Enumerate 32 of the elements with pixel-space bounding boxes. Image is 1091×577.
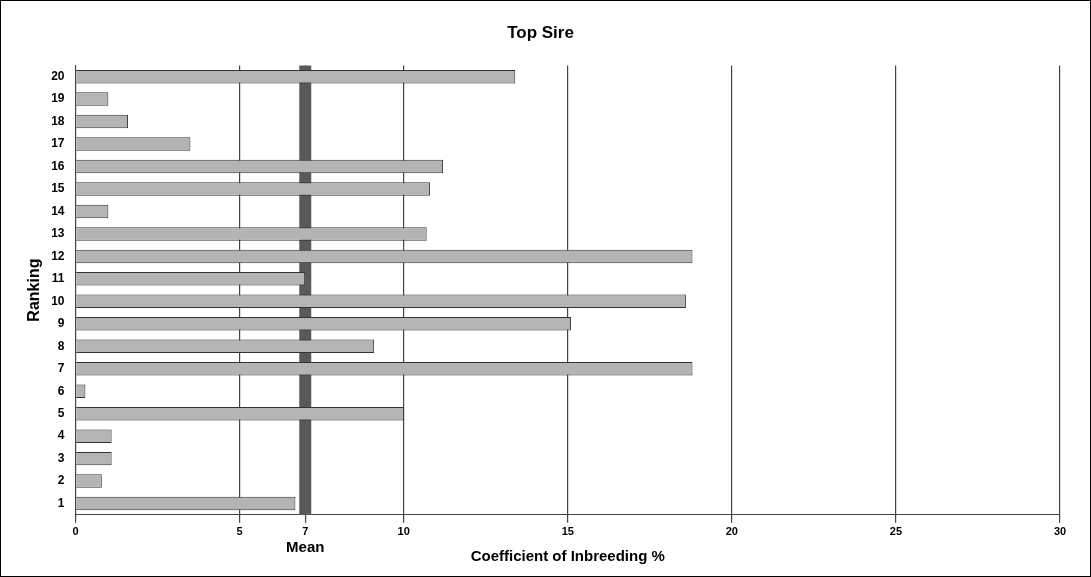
chart-title: Top Sire xyxy=(507,22,574,42)
x-tick-label: 20 xyxy=(725,525,738,538)
x-tick-label: 10 xyxy=(397,525,410,538)
y-tick-label: 16 xyxy=(51,158,65,173)
ref-line-label: Mean xyxy=(286,538,325,556)
x-tick-label: 7 xyxy=(302,525,309,538)
x-tick-label: 25 xyxy=(889,525,903,538)
y-tick-label: 13 xyxy=(51,226,65,241)
x-tick-label: 30 xyxy=(1053,525,1067,538)
y-tick-label: 9 xyxy=(57,316,65,331)
y-tick-label: 3 xyxy=(57,450,65,465)
y-tick-label: 19 xyxy=(51,91,65,106)
x-tick-label: 15 xyxy=(561,525,574,538)
y-tick-label: 7 xyxy=(57,361,65,376)
y-tick-label: 6 xyxy=(57,383,65,398)
y-tick-label: 12 xyxy=(51,248,65,263)
x-axis-title: Coefficient of Inbreeding % xyxy=(470,547,665,565)
y-tick-label: 18 xyxy=(51,113,65,128)
y-tick-label: 1 xyxy=(57,495,65,510)
x-tick-label: 0 xyxy=(72,525,79,538)
x-tick-label: 5 xyxy=(236,525,243,538)
y-tick-label: 14 xyxy=(51,203,65,218)
y-tick-label: 20 xyxy=(51,68,65,83)
y-tick-label: 17 xyxy=(51,136,65,151)
y-tick-label: 10 xyxy=(51,293,65,308)
y-axis-title: Ranking xyxy=(25,258,43,322)
y-tick-label: 8 xyxy=(57,338,65,353)
y-tick-label: 2 xyxy=(57,473,65,488)
y-tick-label: 5 xyxy=(57,406,65,420)
y-tick-label: 15 xyxy=(51,181,65,196)
y-tick-label: 4 xyxy=(57,428,65,443)
y-tick-label: 11 xyxy=(51,271,65,286)
